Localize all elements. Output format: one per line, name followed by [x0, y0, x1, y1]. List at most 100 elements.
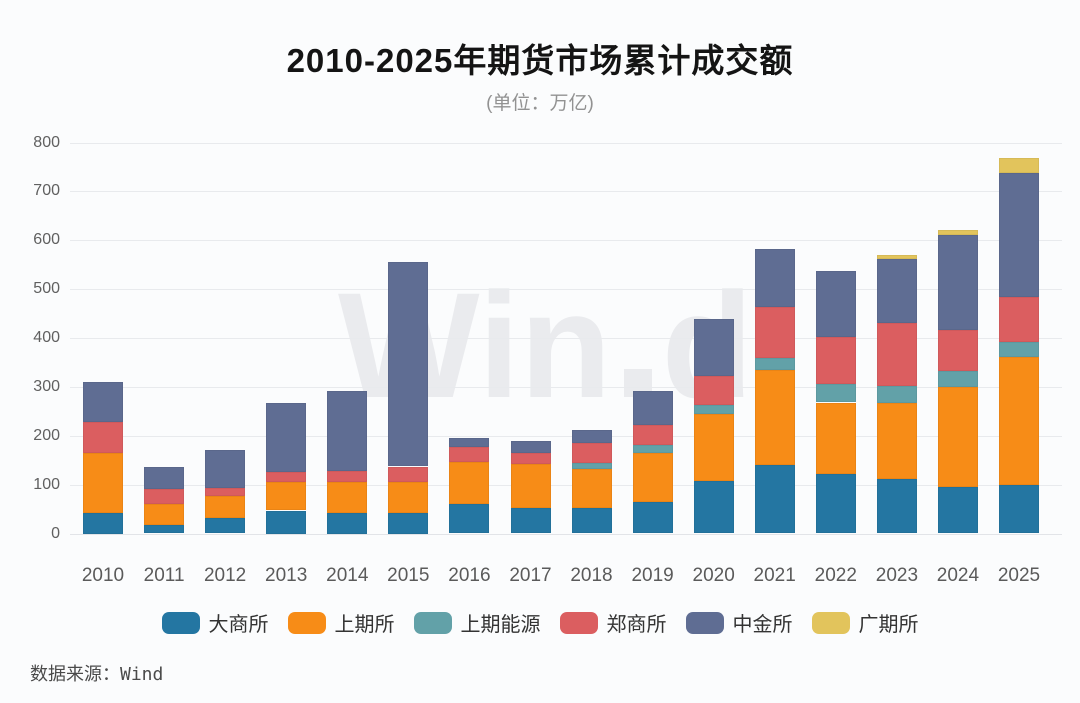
bar-segment-2024-上期能源[interactable] [937, 371, 978, 388]
legend-swatch-icon [811, 611, 850, 634]
bar-2017[interactable] [510, 0, 551, 534]
bar-segment-2018-郑商所[interactable] [571, 442, 612, 463]
legend-item-广期所[interactable]: 广期所 [811, 608, 919, 637]
legend-item-上期所[interactable]: 上期所 [287, 608, 395, 637]
bar-2025[interactable] [999, 0, 1039, 534]
bar-segment-2016-郑商所[interactable] [449, 447, 490, 463]
bar-segment-2020-大商所[interactable] [693, 481, 734, 534]
bar-segment-2012-郑商所[interactable] [205, 488, 246, 496]
legend-item-中金所[interactable]: 中金所 [685, 608, 793, 637]
bar-segment-2015-中金所[interactable] [388, 262, 429, 467]
bar-segment-2021-中金所[interactable] [754, 248, 795, 308]
bar-segment-2020-郑商所[interactable] [693, 376, 734, 406]
bar-segment-2013-郑商所[interactable] [266, 471, 307, 483]
bar-segment-2025-中金所[interactable] [999, 173, 1039, 298]
bar-2015[interactable] [388, 0, 429, 534]
bar-segment-2019-大商所[interactable] [632, 501, 673, 534]
bar-2020[interactable] [693, 0, 734, 534]
bar-segment-2018-上期能源[interactable] [571, 462, 612, 469]
legend-item-大商所[interactable]: 大商所 [161, 608, 269, 637]
bar-segment-2024-大商所[interactable] [937, 487, 978, 534]
bar-segment-2024-上期所[interactable] [937, 387, 978, 488]
bar-segment-2017-大商所[interactable] [510, 508, 551, 534]
legend-item-郑商所[interactable]: 郑商所 [559, 608, 667, 637]
bar-segment-2023-大商所[interactable] [876, 479, 917, 534]
bar-segment-2018-上期所[interactable] [571, 469, 612, 509]
bar-segment-2015-郑商所[interactable] [388, 466, 429, 482]
bar-segment-2011-郑商所[interactable] [144, 488, 185, 505]
bar-2011[interactable] [144, 0, 185, 534]
bar-2021[interactable] [754, 0, 795, 534]
bar-segment-2018-中金所[interactable] [571, 429, 612, 443]
bar-2018[interactable] [571, 0, 612, 534]
bar-segment-2015-上期所[interactable] [388, 481, 429, 513]
bar-segment-2014-大商所[interactable] [327, 513, 368, 534]
bar-segment-2010-大商所[interactable] [83, 513, 123, 534]
bar-segment-2019-中金所[interactable] [632, 391, 673, 425]
bar-segment-2024-郑商所[interactable] [937, 329, 978, 372]
bar-segment-2019-上期能源[interactable] [632, 445, 673, 453]
bar-2016[interactable] [449, 0, 490, 534]
bar-segment-2019-郑商所[interactable] [632, 425, 673, 445]
bar-segment-2025-上期能源[interactable] [999, 342, 1039, 357]
bar-segment-2023-广期所[interactable] [876, 254, 917, 260]
bar-segment-2023-中金所[interactable] [876, 259, 917, 324]
bar-segment-2017-郑商所[interactable] [510, 453, 551, 465]
bar-segment-2022-上期能源[interactable] [815, 383, 856, 403]
bar-segment-2021-郑商所[interactable] [754, 307, 795, 358]
bar-segment-2023-郑商所[interactable] [876, 323, 917, 387]
bar-segment-2011-大商所[interactable] [144, 525, 185, 534]
bar-segment-2013-大商所[interactable] [266, 510, 307, 534]
x-tick-label-2012: 2012 [203, 565, 247, 586]
bar-segment-2012-上期所[interactable] [205, 495, 246, 519]
bar-2010[interactable] [83, 0, 123, 534]
bar-segment-2020-中金所[interactable] [693, 318, 734, 377]
bar-segment-2015-大商所[interactable] [388, 513, 429, 534]
bar-segment-2023-上期能源[interactable] [876, 386, 917, 403]
bar-2024[interactable] [937, 0, 978, 534]
bar-2023[interactable] [876, 0, 917, 534]
bar-segment-2012-中金所[interactable] [205, 449, 246, 488]
bar-segment-2020-上期能源[interactable] [693, 405, 734, 414]
bar-segment-2014-郑商所[interactable] [327, 470, 368, 483]
bar-segment-2016-大商所[interactable] [449, 503, 490, 534]
bar-segment-2022-上期所[interactable] [815, 402, 856, 474]
bar-2013[interactable] [266, 0, 307, 534]
bar-segment-2018-大商所[interactable] [571, 508, 612, 534]
bar-segment-2025-上期所[interactable] [999, 356, 1039, 485]
bar-segment-2024-中金所[interactable] [937, 234, 978, 330]
bar-segment-2025-郑商所[interactable] [999, 297, 1039, 343]
legend-item-上期能源[interactable]: 上期能源 [413, 608, 541, 637]
bar-segment-2022-中金所[interactable] [815, 270, 856, 337]
bar-segment-2011-上期所[interactable] [144, 504, 185, 526]
bar-segment-2021-大商所[interactable] [754, 465, 795, 534]
bar-segment-2010-中金所[interactable] [83, 382, 123, 423]
bar-segment-2010-上期所[interactable] [83, 452, 123, 513]
bar-segment-2024-广期所[interactable] [937, 229, 978, 235]
bar-segment-2016-上期所[interactable] [449, 462, 490, 504]
bar-2012[interactable] [205, 0, 246, 534]
bar-segment-2020-上期所[interactable] [693, 413, 734, 482]
bar-segment-2025-广期所[interactable] [999, 158, 1039, 174]
bar-segment-2013-中金所[interactable] [266, 403, 307, 472]
bar-segment-2014-上期所[interactable] [327, 482, 368, 513]
bar-2014[interactable] [327, 0, 368, 534]
bar-segment-2016-中金所[interactable] [449, 438, 490, 447]
bar-segment-2011-中金所[interactable] [144, 467, 185, 489]
bar-segment-2022-大商所[interactable] [815, 473, 856, 534]
bar-segment-2022-郑商所[interactable] [815, 336, 856, 384]
bar-segment-2010-郑商所[interactable] [83, 422, 123, 453]
bar-segment-2012-大商所[interactable] [205, 518, 246, 534]
bar-segment-2023-上期所[interactable] [876, 403, 917, 480]
bar-2022[interactable] [815, 0, 856, 534]
bar-segment-2019-上期所[interactable] [632, 452, 673, 502]
bar-segment-2021-上期能源[interactable] [754, 358, 795, 371]
bar-segment-2021-上期所[interactable] [754, 370, 795, 466]
bar-segment-2014-中金所[interactable] [327, 390, 368, 471]
bar-segment-2025-大商所[interactable] [999, 484, 1039, 534]
bar-2019[interactable] [632, 0, 673, 534]
bar-segment-2017-上期所[interactable] [510, 464, 551, 509]
bar-segment-2017-中金所[interactable] [510, 441, 551, 454]
y-tick-label-700: 700 [33, 182, 60, 200]
bar-segment-2013-上期所[interactable] [266, 482, 307, 511]
